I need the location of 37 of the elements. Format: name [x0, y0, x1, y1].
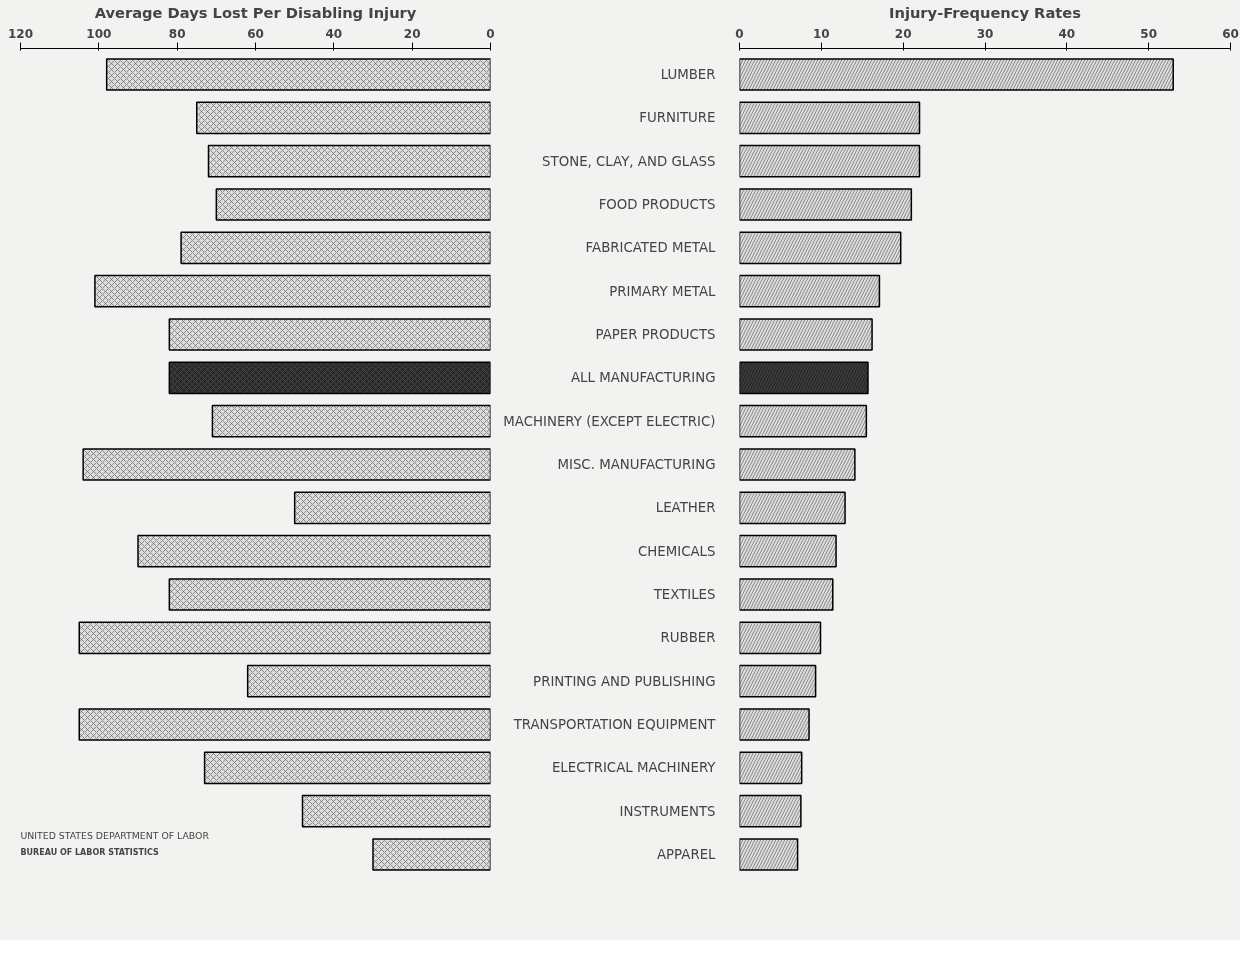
y-tick-label: ELECTRICAL MACHINERY [551, 760, 717, 776]
x-tick-label: 120 [7, 26, 34, 41]
y-tick-label: PRINTING AND PUBLISHING [533, 673, 716, 689]
y-tick-label: PAPER PRODUCTS [595, 327, 716, 342]
y-tick-label: MACHINERY (EXCEPT ELECTRIC) [503, 413, 716, 429]
y-tick-label: FURNITURE [639, 110, 716, 126]
y-tick-label: TEXTILES [652, 587, 716, 602]
x-tick-label: 60 [1222, 26, 1239, 41]
x-tick-label: 80 [168, 26, 186, 41]
y-tick-label: MISC. MANUFACTURING [557, 457, 716, 472]
annotation: UNITED STATES DEPARTMENT OF LABOR [20, 829, 210, 841]
x-tick-label: 10 [812, 26, 830, 41]
y-tick-label: ALL MANUFACTURING [570, 370, 716, 386]
y-tick-label: RUBBER [660, 630, 716, 646]
y-tick-label: FOOD PRODUCTS [598, 197, 716, 212]
y-tick-label: STONE, CLAY, AND GLASS [542, 153, 716, 169]
y-tick-label: TRANSPORTATION EQUIPMENT [512, 717, 717, 732]
y-tick-label: PRIMARY METAL [609, 283, 717, 299]
x-tick-label: 20 [403, 26, 421, 41]
x-tick-label: 50 [1140, 26, 1158, 41]
x-tick-label: 20 [894, 26, 912, 41]
x-tick-label: 100 [86, 26, 112, 41]
y-tick-label: FABRICATED METAL [585, 240, 717, 256]
x-tick-label: 0 [735, 26, 744, 41]
annotation: BUREAU OF LABOR STATISTICS [20, 847, 159, 857]
x-tick-label: 30 [976, 26, 994, 41]
y-tick-label: LEATHER [655, 500, 716, 516]
y-tick-label: INSTRUMENTS [619, 803, 716, 819]
x-axis-title: Average Days Lost Per Disabling Injury [94, 3, 417, 21]
x-tick-label: 60 [247, 26, 264, 41]
y-tick-label: LUMBER [660, 67, 716, 82]
y-tick-label: CHEMICALS [638, 543, 716, 559]
x-axis-title: Injury-Frequency Rates [889, 3, 1082, 21]
x-tick-label: 40 [1058, 26, 1076, 41]
y-tick-label: APPAREL [656, 847, 717, 862]
x-tick-label: 40 [325, 26, 343, 41]
x-tick-label: 0 [486, 26, 495, 41]
